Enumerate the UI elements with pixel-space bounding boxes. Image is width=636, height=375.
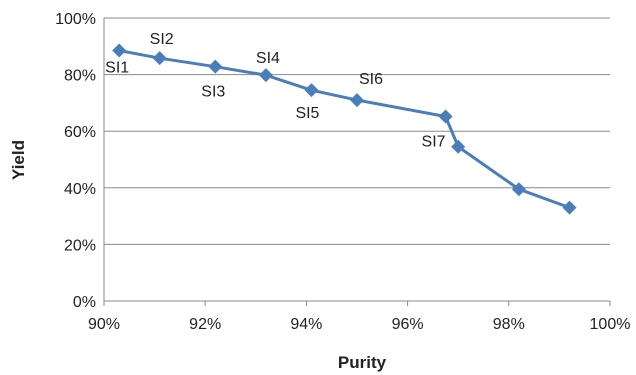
data-point-marker — [511, 182, 526, 197]
point-label: SI2 — [150, 31, 174, 48]
point-label: SI3 — [201, 84, 225, 101]
x-axis-title: Purity — [338, 353, 387, 372]
gridlines — [104, 17, 610, 245]
x-tick-label: 94% — [290, 316, 322, 333]
point-label: SI7 — [422, 133, 446, 150]
axes — [103, 18, 611, 306]
point-labels: SI1 SI2 SI3 SI4 SI5 SI6 SI7 — [105, 31, 445, 150]
x-tick-label: 100% — [590, 316, 631, 333]
y-tick-label: 0% — [73, 294, 96, 311]
data-point-marker — [438, 109, 453, 124]
data-point-marker — [350, 93, 364, 108]
x-tick-label: 98% — [493, 316, 525, 333]
data-series — [112, 43, 577, 215]
data-point-marker — [304, 83, 319, 98]
point-label: SI5 — [295, 105, 319, 122]
y-tick-label: 20% — [64, 237, 96, 254]
x-tick-label: 90% — [88, 316, 120, 333]
data-point-marker — [208, 59, 223, 74]
data-point-marker — [152, 51, 167, 66]
y-axis-title: Yield — [9, 140, 28, 180]
x-tick-label: 96% — [392, 316, 424, 333]
y-tick-label: 80% — [64, 68, 96, 85]
point-label: SI6 — [359, 71, 383, 88]
data-point-marker — [562, 200, 577, 215]
data-point-marker — [451, 139, 466, 154]
point-label: SI4 — [256, 50, 280, 67]
data-point-marker — [258, 68, 273, 83]
data-point-marker — [112, 43, 127, 58]
series-line — [118, 49, 571, 210]
point-label: SI1 — [105, 60, 129, 77]
y-tick-label: 60% — [64, 124, 96, 141]
tick-labels: 0% 20% 40% 60% 80% 100% 90% 92% 94% 96% 98% 100% — [55, 11, 630, 333]
y-tick-label: 100% — [55, 11, 96, 28]
y-tick-label: 40% — [64, 181, 96, 198]
x-tick-label: 92% — [189, 316, 221, 333]
